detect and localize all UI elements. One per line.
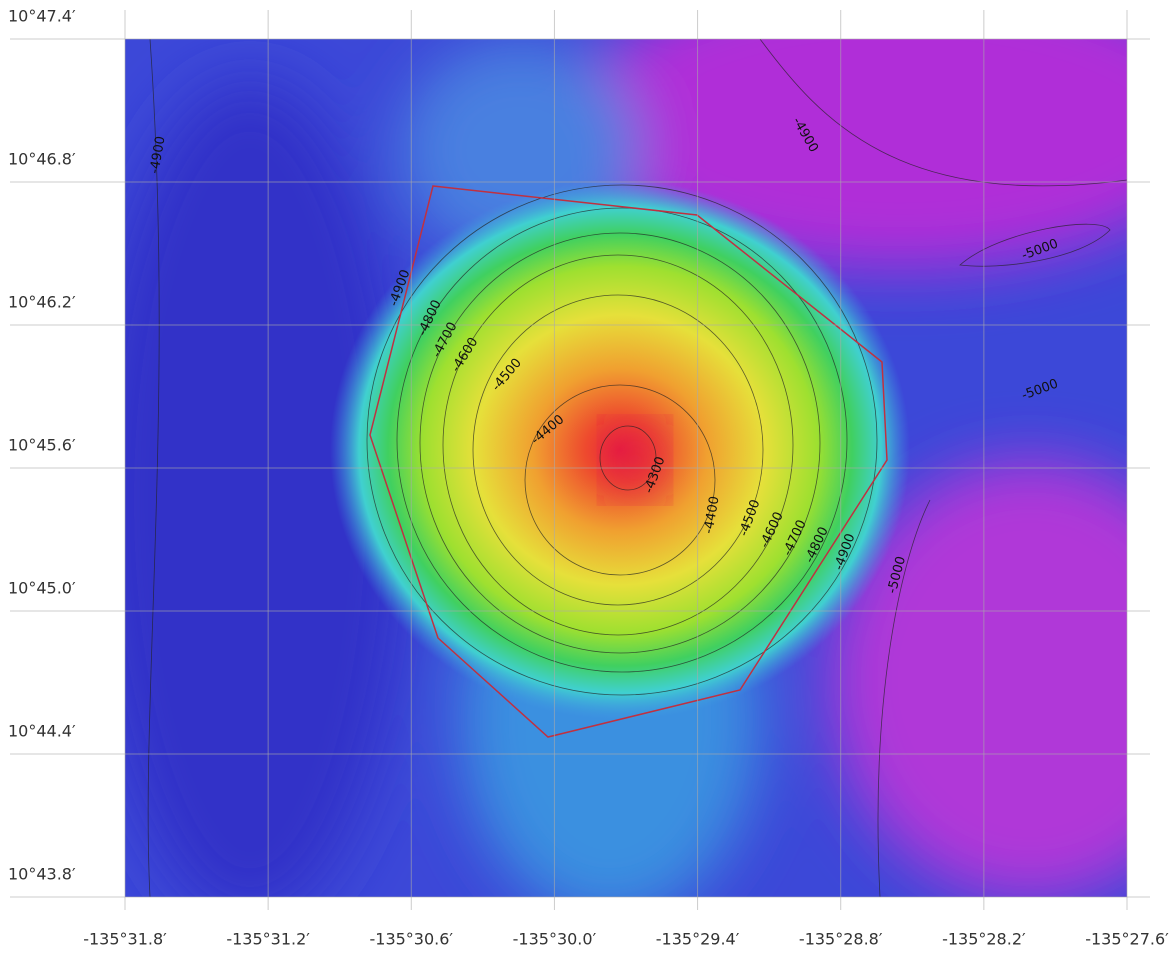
- map: 10°47.4′ 10°46.8′ 10°46.2′ 10°45.6′ 10°45.0′…: [0, 0, 1175, 956]
- lat-tick-label: 10°47.4′: [8, 7, 76, 26]
- lon-tick-label: -135°27.6′: [1085, 930, 1169, 949]
- lon-tick-label: -135°30.0′: [513, 930, 597, 949]
- lat-tick-label: 10°46.2′: [8, 293, 76, 312]
- lon-tick-label: -135°31.2′: [226, 930, 310, 949]
- lat-tick-label: 10°46.8′: [8, 150, 76, 169]
- lat-tick-label: 10°45.0′: [8, 579, 76, 598]
- lon-tick-label: -135°28.2′: [942, 930, 1026, 949]
- lon-tick-label: -135°28.8′: [799, 930, 883, 949]
- bathymetry: [90, 0, 1175, 920]
- lon-tick-label: -135°29.4′: [656, 930, 740, 949]
- lat-tick-label: 10°43.8′: [8, 865, 76, 884]
- lat-tick-label: 10°45.6′: [8, 436, 76, 455]
- lon-tick-label: -135°31.8′: [83, 930, 167, 949]
- lon-tick-label: -135°30.6′: [369, 930, 453, 949]
- lat-tick-label: 10°44.4′: [8, 722, 76, 741]
